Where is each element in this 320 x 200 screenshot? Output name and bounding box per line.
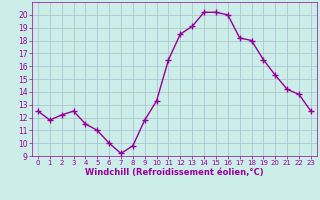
X-axis label: Windchill (Refroidissement éolien,°C): Windchill (Refroidissement éolien,°C) <box>85 168 264 177</box>
